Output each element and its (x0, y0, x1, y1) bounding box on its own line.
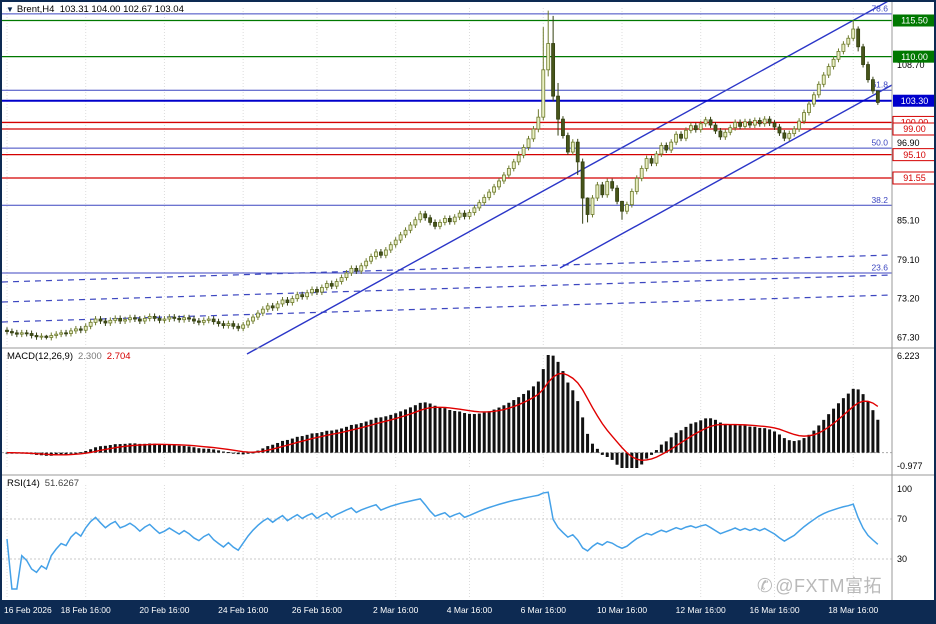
svg-text:99.00: 99.00 (903, 124, 926, 134)
macd-signal-line (6, 372, 879, 461)
fibonacci-label: 38.2 (871, 195, 888, 205)
chart-canvas[interactable]: 78.6 61.8 50.0 38.2 23.6 108.70 96.90 85.10 79.1… (2, 2, 936, 602)
trendline (246, 2, 889, 355)
svg-text:91.55: 91.55 (903, 173, 926, 183)
time-label: 26 Feb 16:00 (291, 605, 343, 615)
chart-annotations: 78.6 61.8 50.0 38.2 23.6 (2, 2, 893, 355)
macd-pane (2, 355, 892, 468)
time-label: 16 Feb 2026 (4, 605, 52, 615)
rsi-pane (2, 491, 892, 590)
macd-indicator-label: MACD(12,26,9) 2.300 2.704 (7, 351, 131, 362)
dropdown-arrow-icon: ▼ (6, 5, 14, 14)
svg-text:110.00: 110.00 (901, 52, 928, 62)
time-axis[interactable]: 16 Feb 2026 18 Feb 16:00 20 Feb 16:00 24 Fe… (2, 600, 934, 622)
dashed-channel-line (2, 254, 893, 283)
macd-name: MACD(12,26,9) (7, 351, 73, 362)
rsi-axis-label: 70 (897, 514, 907, 524)
rsi-value: 51.6267 (44, 478, 80, 489)
candlestick-series (5, 10, 880, 341)
fibonacci-label: 78.6 (871, 3, 888, 13)
time-label: 20 Feb 16:00 (139, 605, 190, 615)
symbol-period-label: Brent,H4 (16, 4, 55, 15)
price-tag: 115.50 (893, 14, 934, 27)
fibonacci-label: 61.8 (871, 80, 888, 90)
broker-watermark: ✆ @FXTM富拓 (757, 572, 882, 598)
rsi-axis-label: 30 (897, 554, 907, 564)
price-tag: 110.00 (893, 50, 934, 63)
price-axis-label: 67.30 (897, 332, 920, 342)
time-label: 10 Mar 16:00 (596, 605, 648, 615)
price-tag: 103.30 (893, 94, 934, 107)
rsi-indicator-label: RSI(14) 51.6267 (7, 478, 79, 489)
fibonacci-label: 23.6 (871, 263, 888, 273)
price-axis-label: 73.20 (897, 294, 920, 304)
trendline (559, 84, 893, 269)
macd-signal-value: 2.704 (106, 351, 131, 362)
price-axis-label: 85.10 (897, 215, 920, 225)
price-axis-label: 79.10 (897, 255, 920, 265)
macd-axis-label: -0.977 (897, 461, 923, 471)
phone-icon: ✆ (756, 576, 774, 597)
time-label: 12 Mar 16:00 (675, 605, 726, 615)
rsi-line (6, 491, 879, 590)
time-label: 16 Mar 16:00 (749, 605, 800, 615)
price-tag: 99.00 (892, 122, 934, 136)
time-label: 18 Feb 16:00 (60, 605, 111, 615)
time-label: 4 Mar 16:00 (446, 605, 493, 615)
time-label: 18 Mar 16:00 (828, 605, 879, 615)
time-label: 6 Mar 16:00 (520, 605, 566, 615)
price-axis-label: 108.70 (897, 60, 925, 70)
fibonacci-label: 50.0 (871, 138, 888, 148)
svg-text:95.10: 95.10 (903, 150, 926, 160)
macd-main-value: 2.300 (78, 351, 102, 362)
rsi-axis-label: 100 (897, 484, 912, 494)
rsi-name: RSI(14) (7, 478, 40, 489)
price-axis-label: 96.90 (897, 138, 920, 148)
ohlc-values: 103.31 104.00 102.67 103.04 (59, 4, 184, 15)
svg-text:115.50: 115.50 (901, 16, 928, 26)
price-axis: 108.70 96.90 85.10 79.10 73.20 67.30 115.50 110… (2, 2, 934, 602)
time-label: 24 Feb 16:00 (218, 605, 269, 615)
watermark-text: @FXTM富拓 (775, 576, 882, 596)
symbol-title: ▼ Brent,H4 103.31 104.00 102.67 103.04 (6, 4, 184, 15)
time-label: 2 Mar 16:00 (372, 605, 419, 615)
macd-axis-label: 6.223 (897, 351, 920, 361)
svg-text:103.30: 103.30 (901, 96, 929, 106)
price-tag: 91.55 (892, 171, 934, 185)
price-tag: 95.10 (892, 148, 934, 162)
dashed-channel-line (2, 274, 893, 303)
